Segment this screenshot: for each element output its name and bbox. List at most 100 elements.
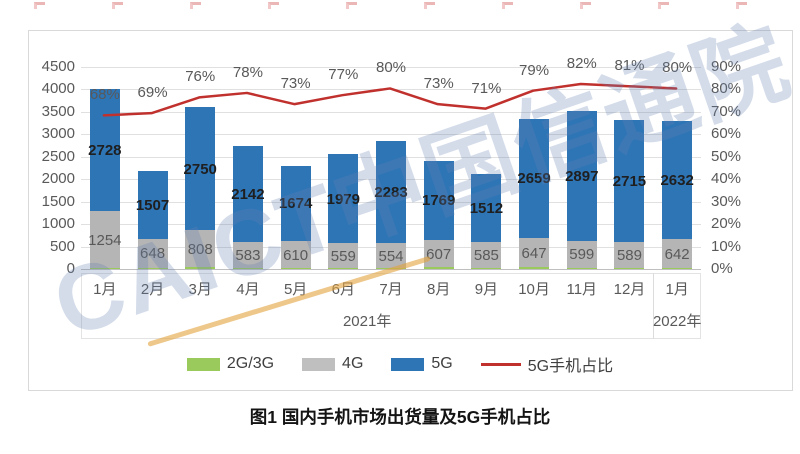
- right-axis-tick: 0%: [711, 260, 733, 277]
- cropped-text-fragment: [190, 2, 201, 9]
- line-data-label: 71%: [471, 79, 502, 97]
- value-label-5g: 2715: [612, 172, 647, 190]
- line-data-label: 76%: [185, 68, 216, 86]
- value-label-4g: 647: [521, 244, 547, 262]
- legend-item: 2G/3G: [186, 355, 275, 373]
- year-label: 2021年: [342, 313, 392, 330]
- month-label: 8月: [427, 281, 451, 298]
- cropped-text-fragment: [346, 2, 357, 9]
- value-label-4g: 589: [616, 246, 642, 264]
- month-label: 9月: [474, 281, 499, 298]
- line-data-label: 77%: [328, 66, 359, 84]
- legend-item: 5G手机占比: [480, 352, 614, 376]
- bar-segment-5g: [137, 171, 168, 239]
- bar-segment-2g3g: [185, 266, 216, 269]
- value-label-5g: 2283: [374, 184, 408, 202]
- line-data-label: 80%: [375, 59, 407, 77]
- left-axis-tick: 0: [66, 260, 75, 277]
- right-axis-tick: 40%: [711, 170, 742, 188]
- axis-table-divider: [653, 273, 655, 339]
- right-axis-tick: 70%: [711, 102, 742, 120]
- bar-segment-5g: [662, 121, 693, 240]
- line-data-label: 82%: [566, 54, 597, 72]
- bar-segment-5g: [232, 145, 263, 242]
- legend-swatch-icon: [302, 357, 336, 371]
- bar-segment-4g: [519, 238, 550, 268]
- year-label: 2022年: [652, 313, 702, 330]
- right-axis-tick: 90%: [711, 58, 742, 75]
- value-label-4g: 585: [473, 246, 499, 264]
- left-axis-tick: 500: [49, 237, 75, 255]
- bar-segment-2g3g: [423, 267, 454, 269]
- month-label: 10月: [518, 281, 550, 298]
- cropped-text-fragment: [268, 2, 279, 9]
- value-label-5g: 1979: [326, 190, 360, 208]
- bar-segment-5g: [423, 160, 454, 241]
- right-axis-tick: 50%: [711, 147, 742, 165]
- month-label: 1月: [93, 281, 117, 298]
- line-data-label: 69%: [137, 84, 168, 102]
- legend-line-icon: [480, 362, 521, 366]
- bar-segment-5g: [185, 107, 216, 231]
- bar-segment-4g: [566, 240, 597, 268]
- month-label: 11月: [566, 281, 598, 298]
- gridline: [81, 111, 701, 113]
- line-data-label: 80%: [662, 59, 693, 77]
- legend-label: 5G: [431, 355, 453, 372]
- figure-caption: 图1 国内手机市场出货量及5G手机占比: [249, 407, 551, 427]
- value-label-4g: 808: [187, 240, 213, 258]
- value-label-4g: 1254: [88, 231, 122, 249]
- bar-segment-2g3g: [519, 267, 550, 269]
- right-axis-tick: 80%: [711, 80, 742, 98]
- legend-label: 5G手机占比: [527, 358, 614, 375]
- value-label-5g: 2728: [88, 142, 122, 160]
- legend-swatch-icon: [391, 357, 425, 371]
- value-label-5g: 1769: [422, 192, 456, 210]
- gridline: [81, 269, 701, 270]
- bar-segment-2g3g: [566, 267, 597, 269]
- bar-segment-4g: [614, 241, 645, 269]
- bar-segment-5g: [328, 154, 359, 244]
- bar-segment-5g: [376, 140, 406, 244]
- bar-segment-5g: [614, 119, 645, 242]
- month-label: 1月: [665, 281, 689, 298]
- line-data-label: 78%: [232, 63, 263, 81]
- bar-segment-5g: [566, 110, 597, 241]
- value-label-5g: 2750: [183, 160, 217, 178]
- left-axis-tick: 1500: [41, 192, 75, 210]
- value-label-5g: 1507: [135, 196, 170, 214]
- legend-label: 2G/3G: [226, 355, 275, 372]
- legend-item: 5G: [391, 355, 453, 373]
- legend-item: 4G: [302, 355, 363, 373]
- bar-segment-4g: [89, 211, 120, 268]
- left-axis-tick: 1000: [41, 215, 75, 233]
- gridline: [81, 67, 701, 68]
- value-label-5g: 1674: [278, 195, 313, 213]
- gridline: [81, 134, 701, 136]
- value-label-5g: 2632: [660, 172, 694, 190]
- cropped-text-fragment: [424, 2, 435, 9]
- line-data-label: 79%: [519, 61, 550, 79]
- legend-swatch-icon: [186, 357, 220, 371]
- value-label-4g: 642: [664, 245, 690, 263]
- right-axis-tick: 30%: [711, 192, 742, 210]
- value-label-4g: 607: [426, 245, 452, 263]
- cropped-text-fragment: [502, 2, 513, 9]
- cropped-text-fragment: [580, 2, 591, 9]
- left-axis-tick: 3000: [41, 125, 75, 143]
- cropped-text-fragment: [658, 2, 669, 9]
- right-axis-tick: 10%: [711, 237, 742, 255]
- right-axis-tick: 20%: [711, 215, 742, 233]
- bar-segment-4g: [471, 241, 502, 269]
- value-label-5g: 1512: [469, 199, 504, 217]
- left-axis-tick: 3500: [41, 102, 75, 120]
- left-axis-tick: 2000: [41, 170, 75, 188]
- cropped-text-fragment: [736, 2, 747, 9]
- line-data-label: 81%: [614, 57, 645, 75]
- bar-segment-4g: [662, 239, 693, 269]
- value-label-5g: 2142: [231, 185, 265, 203]
- legend-label: 4G: [342, 355, 364, 372]
- bar-segment-5g: [471, 173, 502, 242]
- value-label-5g: 2897: [565, 167, 599, 185]
